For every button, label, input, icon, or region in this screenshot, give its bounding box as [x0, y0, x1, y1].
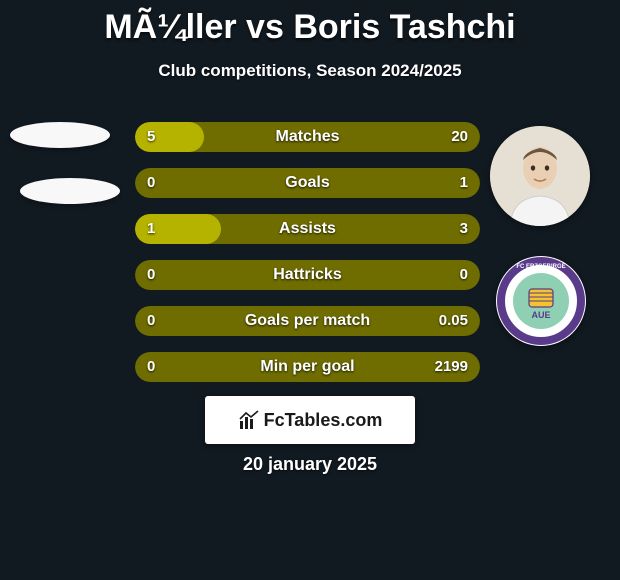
svg-text:AUE: AUE: [531, 310, 550, 320]
stat-row: 13Assists: [135, 214, 480, 244]
club-badge: AUE FC ERZGEBIRGE: [496, 256, 586, 346]
row-label: Matches: [135, 122, 480, 152]
subtitle: Club competitions, Season 2024/2025: [0, 61, 620, 81]
svg-text:FC ERZGEBIRGE: FC ERZGEBIRGE: [516, 264, 565, 270]
stat-row: 00.05Goals per match: [135, 306, 480, 336]
page-title: MÃ¼ller vs Boris Tashchi: [0, 0, 620, 47]
player-photo: [490, 126, 590, 226]
stat-row: 01Goals: [135, 168, 480, 198]
stat-row: 00Hattricks: [135, 260, 480, 290]
row-label: Goals: [135, 168, 480, 198]
comparison-chart: 520Matches 01Goals 13Assists 00Hattricks 00.…: [135, 122, 480, 398]
branding-badge: FcTables.com: [205, 396, 415, 444]
date-label: 20 january 2025: [0, 454, 620, 475]
row-label: Goals per match: [135, 306, 480, 336]
row-label: Hattricks: [135, 260, 480, 290]
branding-icon: [238, 409, 260, 431]
branding-text: FcTables.com: [264, 410, 383, 431]
player-avatar-placeholder: [20, 178, 120, 204]
player-avatar-placeholder: [10, 122, 110, 148]
row-label: Assists: [135, 214, 480, 244]
stat-row: 02199Min per goal: [135, 352, 480, 382]
stat-row: 520Matches: [135, 122, 480, 152]
row-label: Min per goal: [135, 352, 480, 382]
